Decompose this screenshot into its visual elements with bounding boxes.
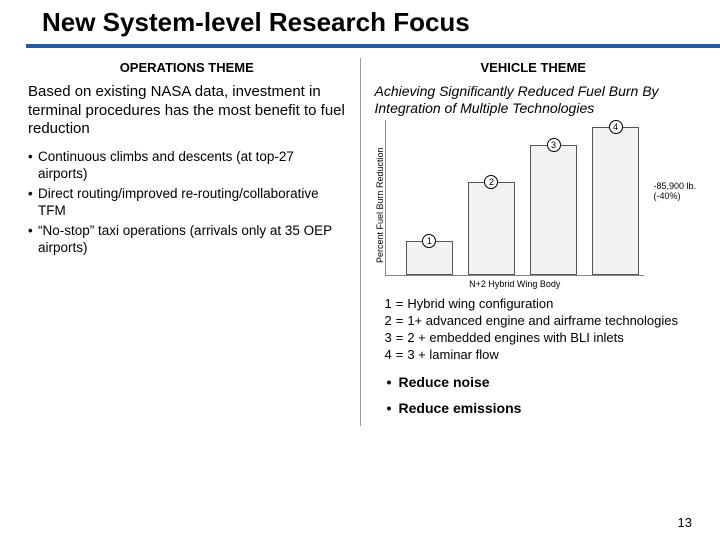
legend-eq: = bbox=[396, 330, 408, 347]
annotation-line: (-40%) bbox=[653, 192, 696, 201]
vehicle-column: VEHICLE THEME Achieving Significantly Re… bbox=[375, 52, 693, 426]
content-columns: OPERATIONS THEME Based on existing NASA … bbox=[0, 48, 720, 426]
legend-num: 1 bbox=[385, 296, 396, 313]
vehicle-extra-bullet: Reduce emissions bbox=[387, 400, 693, 416]
legend-eq: = bbox=[396, 313, 408, 330]
operations-header: OPERATIONS THEME bbox=[28, 60, 346, 75]
vehicle-extra-bullet: Reduce noise bbox=[387, 374, 693, 390]
operations-bullet: Direct routing/improved re-routing/colla… bbox=[28, 186, 346, 220]
vehicle-intro: Achieving Significantly Reduced Fuel Bur… bbox=[375, 83, 693, 117]
legend-text: 3 + laminar flow bbox=[407, 347, 682, 364]
chart-bar bbox=[530, 145, 577, 275]
chart-xlabel: N+2 Hybrid Wing Body bbox=[386, 279, 645, 289]
legend-row: 4 = 3 + laminar flow bbox=[385, 347, 683, 364]
legend-eq: = bbox=[396, 296, 408, 313]
chart-legend: 1 = Hybrid wing configuration 2 = 1+ adv… bbox=[385, 296, 683, 364]
operations-bullet: Continuous climbs and descents (at top-2… bbox=[28, 149, 346, 183]
chart-series-marker: 3 bbox=[547, 138, 561, 152]
vehicle-extra-bullets: Reduce noise Reduce emissions bbox=[387, 374, 693, 416]
legend-num: 2 bbox=[385, 313, 396, 330]
chart-plot-area: N+2 Hybrid Wing Body -85,900 lb. (-40%) … bbox=[385, 120, 645, 276]
column-divider bbox=[360, 58, 361, 426]
vehicle-header: VEHICLE THEME bbox=[375, 60, 693, 75]
chart-series-marker: 2 bbox=[484, 175, 498, 189]
legend-text: Hybrid wing configuration bbox=[407, 296, 682, 313]
legend-num: 4 bbox=[385, 347, 396, 364]
chart-series-marker: 4 bbox=[609, 120, 623, 134]
operations-bullet: “No-stop” taxi operations (arrivals only… bbox=[28, 223, 346, 257]
chart-bar bbox=[592, 127, 639, 276]
chart-ylabel: Percent Fuel Burn Reduction bbox=[375, 120, 385, 290]
operations-intro: Based on existing NASA data, investment … bbox=[28, 83, 346, 139]
page-number: 13 bbox=[678, 515, 692, 530]
legend-row: 1 = Hybrid wing configuration bbox=[385, 296, 683, 313]
chart-series-marker: 1 bbox=[422, 234, 436, 248]
fuel-burn-chart: Percent Fuel Burn Reduction N+2 Hybrid W… bbox=[375, 120, 693, 290]
operations-bullets: Continuous climbs and descents (at top-2… bbox=[28, 149, 346, 256]
legend-eq: = bbox=[396, 347, 408, 364]
legend-row: 3 = 2 + embedded engines with BLI inlets bbox=[385, 330, 683, 347]
legend-text: 1+ advanced engine and airframe technolo… bbox=[407, 313, 682, 330]
legend-row: 2 = 1+ advanced engine and airframe tech… bbox=[385, 313, 683, 330]
chart-bar bbox=[468, 182, 515, 275]
legend-text: 2 + embedded engines with BLI inlets bbox=[407, 330, 682, 347]
operations-column: OPERATIONS THEME Based on existing NASA … bbox=[28, 52, 346, 426]
legend-num: 3 bbox=[385, 330, 396, 347]
page-title: New System-level Research Focus bbox=[0, 0, 720, 44]
chart-right-annotation: -85,900 lb. (-40%) bbox=[653, 182, 696, 201]
